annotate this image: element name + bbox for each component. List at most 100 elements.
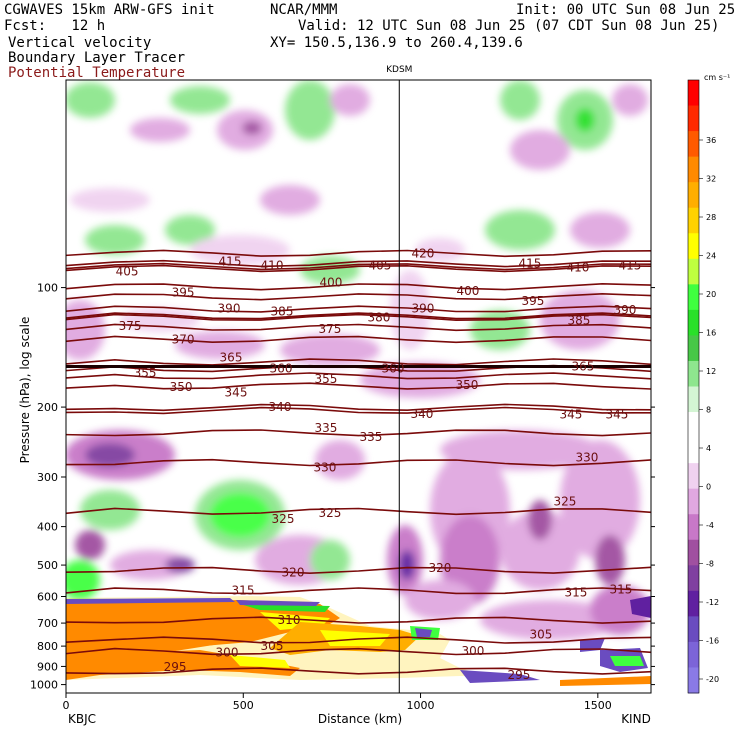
colorbar-swatch (688, 514, 699, 541)
theta-contour-355 (66, 372, 651, 380)
theta-label: 325 (272, 512, 295, 526)
theta-label: 355 (315, 372, 338, 386)
theta-contour-325 (66, 507, 651, 516)
theta-label: 345 (605, 408, 628, 422)
colorbar-swatch (688, 80, 699, 107)
y-tick-label: 300 (37, 471, 58, 484)
theta-label: 405 (369, 259, 392, 273)
theta-label: 395 (522, 294, 545, 308)
y-tick-label: 800 (37, 640, 58, 653)
theta-contour-365 (66, 358, 651, 366)
colorbar-swatch (688, 616, 699, 643)
colorbar-tick-label: 20 (706, 290, 716, 299)
colorbar-swatch (688, 105, 699, 132)
theta-label: 305 (261, 639, 284, 653)
theta-label: 330 (314, 461, 337, 475)
y-tick-label: 700 (37, 617, 58, 630)
theta-label: 305 (530, 627, 553, 641)
x-tick-label: 1500 (584, 699, 612, 712)
colorbar: 36 32 28 24 20 16 12 8 4 0 -4 -8 -12 -16 -20 (687, 79, 719, 694)
plot-frame (65, 79, 652, 694)
potential-temperature-labels: 415 410 405 420 415 410 415 405 395 400 400 390 385 3… (116, 246, 642, 681)
theta-label: 400 (457, 284, 480, 298)
theta-contour-390 (66, 305, 651, 313)
theta-label: 325 (319, 506, 342, 520)
colorbar-tick-label: 12 (706, 367, 716, 376)
theta-contour-345 (66, 403, 651, 412)
colorbar-tick-label: 8 (706, 406, 711, 415)
theta-label: 390 (218, 302, 241, 316)
theta-label: 380 (368, 311, 391, 325)
theta-label: 345 (225, 386, 248, 400)
theta-label: 415 (618, 259, 641, 273)
theta-label: 350 (456, 378, 479, 392)
theta-contour-305 (66, 636, 651, 644)
x-axis-label: Distance (km) (318, 712, 402, 726)
theta-contour-340 (66, 406, 651, 415)
theta-contour-420 (66, 249, 651, 258)
y-tick-label: 200 (37, 401, 58, 414)
colorbar-swatch (688, 207, 699, 234)
colorbar-tick-label: -20 (706, 675, 719, 684)
colorbar-tick-label: 0 (706, 483, 711, 492)
theta-label: 300 (216, 645, 239, 659)
y-tick-label: 900 (37, 660, 58, 673)
station-left-label: KBJC (68, 712, 96, 726)
theta-label: 340 (411, 407, 434, 421)
y-tick-label: 600 (37, 591, 58, 604)
theta-label: 330 (575, 451, 598, 465)
theta-contour-335 (66, 429, 651, 437)
theta-contour-315 (66, 587, 651, 595)
init-time: Init: 00 UTC Sun 08 Jun 25 (516, 2, 736, 18)
theta-label: 315 (609, 582, 632, 596)
theta-label: 295 (164, 660, 187, 674)
colorbar-swatch (688, 437, 699, 464)
colorbar-swatch (688, 131, 699, 158)
y-tick-label: 100 (37, 282, 58, 295)
colorbar-swatch (688, 590, 699, 617)
theta-contour-320 (66, 566, 651, 575)
theta-label: 385 (567, 313, 590, 327)
x-axis: 0 500 1000 1500 (63, 693, 612, 712)
theta-label: 360 (270, 362, 293, 376)
theta-label: 365 (220, 350, 243, 364)
colorbar-swatch (688, 360, 699, 387)
theta-label: 315 (232, 584, 255, 598)
theta-label: 335 (315, 421, 338, 435)
theta-contour-400 (66, 282, 651, 291)
theta-label: 405 (116, 264, 139, 278)
colorbar-swatch (688, 182, 699, 209)
colorbar-swatch (688, 284, 699, 311)
theta-contour-350 (66, 382, 651, 390)
colorbar-tick-label: 24 (706, 252, 716, 261)
potential-temperature-contours (66, 249, 651, 675)
field-boundary-layer-tracer: Boundary Layer Tracer (8, 50, 186, 66)
theta-contour-385 (66, 312, 651, 320)
colorbar-tick-label: -16 (706, 637, 719, 646)
colorbar-tick-label: -8 (706, 560, 714, 569)
colorbar-swatch (688, 233, 699, 260)
colorbar-swatch (688, 667, 699, 694)
colorbar-tick-label: 36 (706, 136, 716, 145)
colorbar-swatch (688, 463, 699, 490)
y-tick-label: 1000 (30, 679, 58, 692)
colorbar-swatch (688, 258, 699, 285)
theta-label: 345 (559, 408, 582, 422)
theta-contour-295 (66, 667, 651, 675)
colorbar-swatch (688, 156, 699, 183)
x-tick-label: 0 (63, 699, 70, 712)
forecast-hour: Fcst: 12 h (4, 18, 106, 34)
theta-label: 300 (462, 644, 485, 658)
y-tick-label: 400 (37, 521, 58, 534)
station-right-label: KIND (621, 712, 651, 726)
theta-label: 385 (271, 305, 294, 319)
theta-label: 320 (429, 561, 452, 575)
theta-label: 340 (269, 400, 292, 414)
theta-contour-330 (66, 458, 651, 467)
field-potential-temperature: Potential Temperature (8, 65, 186, 81)
station-marker-label: KDSM (386, 65, 412, 75)
theta-contour-310 (66, 616, 651, 624)
theta-label: 335 (360, 430, 383, 444)
theta-label: 355 (134, 366, 157, 380)
